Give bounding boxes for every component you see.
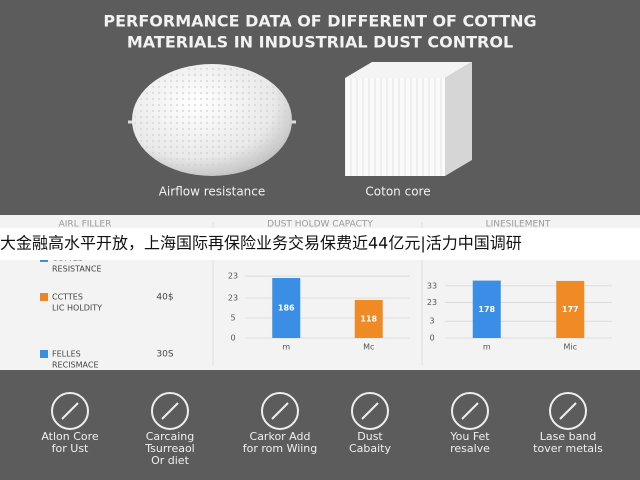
bar <box>472 280 501 338</box>
feature-icon <box>549 392 587 430</box>
feature-glyph <box>61 402 79 420</box>
product-label: Coton core <box>365 185 430 199</box>
bar-label: 186 <box>278 304 295 313</box>
feature-glyph <box>361 402 379 420</box>
feature-glyph <box>461 402 479 420</box>
chart-title: LINESILEMENT <box>486 220 551 230</box>
legend-text: CCTTES <box>52 293 83 302</box>
bar-label: 177 <box>562 305 579 314</box>
title: MATERIALS IN INDUSTRIAL DUST CONTROL <box>127 33 513 52</box>
feature-glyph <box>271 402 289 420</box>
dome-filter <box>128 64 296 176</box>
feature-icon <box>351 392 389 430</box>
bar <box>354 299 383 338</box>
y-tick-label: 5 <box>230 314 235 323</box>
feature-label: Lase band <box>540 430 597 443</box>
panel-title: AIRL FILLER <box>59 220 112 230</box>
feature-icon <box>451 392 489 430</box>
legend-text: RESISTANCE <box>52 265 102 274</box>
bar-label: 178 <box>478 305 495 314</box>
cotton-cube <box>345 62 472 176</box>
feature-label: Cabaity <box>349 442 392 455</box>
banner-bg <box>0 228 640 260</box>
legend-value: 40$ <box>156 293 173 303</box>
bar <box>556 280 585 338</box>
x-tick-label: m <box>282 343 290 352</box>
legend-text: RECISMACE <box>52 361 99 370</box>
y-tick-label: 23 <box>228 294 238 303</box>
y-tick-label: 23 <box>427 298 437 307</box>
feature-label: Atlon Core <box>41 430 99 443</box>
product-label: Airflow resistance <box>159 185 266 199</box>
feature-icon <box>261 392 299 430</box>
legend-swatch <box>40 350 48 358</box>
feature-icon <box>151 392 189 430</box>
y-tick-label: 3 <box>429 317 434 326</box>
legend-value: 30S <box>156 350 173 360</box>
legend-swatch <box>40 293 48 301</box>
bar <box>272 278 301 338</box>
feature-label: for Ust <box>52 442 89 455</box>
x-tick-label: m <box>483 343 491 352</box>
feature-icon <box>51 392 89 430</box>
x-tick-label: Mic <box>563 343 577 352</box>
feature-label: Tsurreaol <box>144 442 195 455</box>
y-tick-label: 0 <box>429 334 434 343</box>
feature-glyph <box>161 402 179 420</box>
feature-label: Dust <box>357 430 383 443</box>
feature-label: for rom Wiing <box>243 442 318 455</box>
feature-label: You Fet <box>449 430 490 443</box>
y-tick-label: 33 <box>427 281 437 290</box>
legend-text: FELLES <box>52 350 81 359</box>
banner-text: 大金融高水平开放，上海国际再保险业务交易保费近44亿元|活力中国调研 <box>0 234 522 253</box>
title: PERFORMANCE DATA OF DIFFERENT OF COTTNG <box>103 12 536 31</box>
y-tick-label: 23 <box>228 272 238 281</box>
legend-text: LIC HOLDITY <box>52 304 102 313</box>
feature-label: resalve <box>450 442 490 455</box>
feature-label: tover metals <box>533 442 603 455</box>
chart-title: DUST HOLDW CAPACTY <box>267 220 373 230</box>
feature-label: Carkor Add <box>250 430 311 443</box>
y-tick-label: 0 <box>230 334 235 343</box>
feature-glyph <box>559 402 577 420</box>
bar-label: 118 <box>360 314 377 323</box>
x-tick-label: Mc <box>363 343 374 352</box>
feature-label: Carcaing <box>146 430 195 443</box>
feature-label: Or diet <box>151 454 189 467</box>
